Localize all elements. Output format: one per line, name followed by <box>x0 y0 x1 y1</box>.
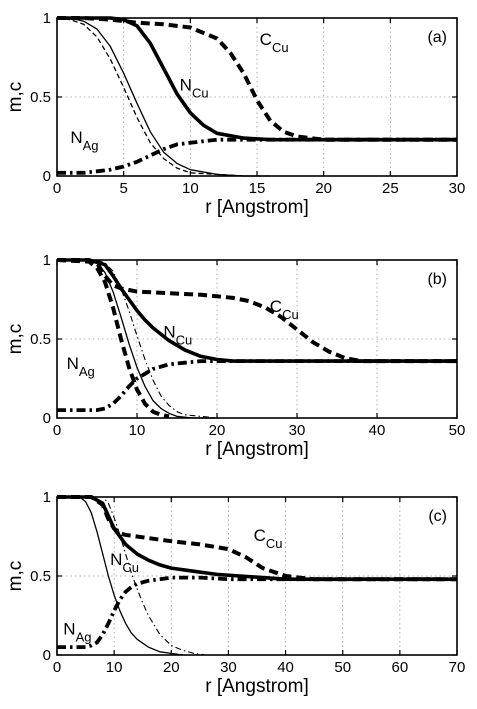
curve-label-n-cu: NCu <box>110 550 139 575</box>
curve-label-n-cu: NCu <box>163 322 192 347</box>
x-tick-label: 20 <box>209 422 226 439</box>
curve-label-c-cu: CCu <box>254 526 283 551</box>
series-line-n-cu <box>57 16 457 142</box>
series-line-m-cu <box>57 259 218 419</box>
curve-label-n-cu: NCu <box>180 76 209 101</box>
series-line-n-ag <box>57 575 457 649</box>
x-tick-label: 30 <box>449 180 466 197</box>
series-line-n-ag <box>57 137 457 175</box>
series-line-n-cu <box>57 495 457 582</box>
x-tick-label: 60 <box>392 659 409 676</box>
curve-label-c-cu: CCu <box>260 30 289 55</box>
series-line-c-cu <box>57 258 457 364</box>
x-axis-label: r [Angstrom] <box>205 676 308 697</box>
y-tick-label: 1 <box>43 489 51 506</box>
x-tick-label: 70 <box>449 659 466 676</box>
x-tick-label: 50 <box>334 659 351 676</box>
y-tick-label: 1 <box>43 252 51 269</box>
y-axis-label: m,c <box>5 561 26 592</box>
chart-panel-1: 0 5 10 15 20 25 30 0 0.5 1 r [Angstrom] m,c (a) CCu NC… <box>5 10 465 218</box>
x-tick-label: 0 <box>53 422 61 439</box>
y-tick-label: 0 <box>43 168 51 185</box>
y-tick-label: 0.5 <box>30 89 51 106</box>
series-line-m-ag <box>57 259 217 419</box>
curve-label-n-ag: NAg <box>63 619 91 644</box>
panel-tag: (b) <box>427 271 447 288</box>
series-line-m-cu <box>57 17 271 177</box>
x-tick-label: 40 <box>277 659 294 676</box>
y-tick-label: 0.5 <box>30 331 51 348</box>
x-tick-label: 5 <box>119 180 127 197</box>
x-tick-label: 20 <box>163 659 180 676</box>
curve-label-n-ag: NAg <box>70 128 98 153</box>
series-line-m-ag <box>57 496 183 656</box>
y-axis-label: m,c <box>5 82 26 113</box>
x-tick-label: 10 <box>182 180 199 197</box>
x-tick-label: 30 <box>289 422 306 439</box>
series-line-m-ag <box>56 17 244 177</box>
x-tick-label: 15 <box>249 180 266 197</box>
y-tick-label: 0 <box>43 647 51 664</box>
chart-panel-3: 0 10 20 30 40 50 60 70 0 0.5 1 r [Angstrom] m,c (c) CC… <box>5 489 465 697</box>
series-line-n-cu <box>57 258 457 363</box>
x-axis-label: r [Angstrom] <box>205 197 308 218</box>
series-line-n-ag-dashed <box>56 258 170 419</box>
y-tick-label: 1 <box>43 10 51 27</box>
x-tick-label: 10 <box>129 422 146 439</box>
y-tick-label: 0.5 <box>30 568 51 585</box>
x-tick-label: 0 <box>53 659 61 676</box>
chart-panel-2: 0 10 20 30 40 50 0 0.5 1 r [Angstrom] m,c (b) CCu NCu… <box>5 252 465 460</box>
curve-label-n-ag: NAg <box>67 354 95 379</box>
x-tick-label: 50 <box>449 422 466 439</box>
x-axis-label: r [Angstrom] <box>205 439 308 460</box>
x-tick-label: 40 <box>369 422 386 439</box>
x-tick-label: 25 <box>382 180 399 197</box>
series-line-m-cu <box>57 496 206 656</box>
y-tick-label: 0 <box>43 410 51 427</box>
y-axis-label: m,c <box>5 324 26 355</box>
x-tick-label: 30 <box>220 659 237 676</box>
x-tick-label: 10 <box>106 659 123 676</box>
panel-tag: (c) <box>428 508 447 525</box>
panel-tag: (a) <box>427 29 447 46</box>
series-line-n-ag <box>57 359 457 413</box>
curve-label-c-cu: CCu <box>270 297 299 322</box>
x-tick-label: 20 <box>315 180 332 197</box>
x-tick-label: 0 <box>53 180 61 197</box>
